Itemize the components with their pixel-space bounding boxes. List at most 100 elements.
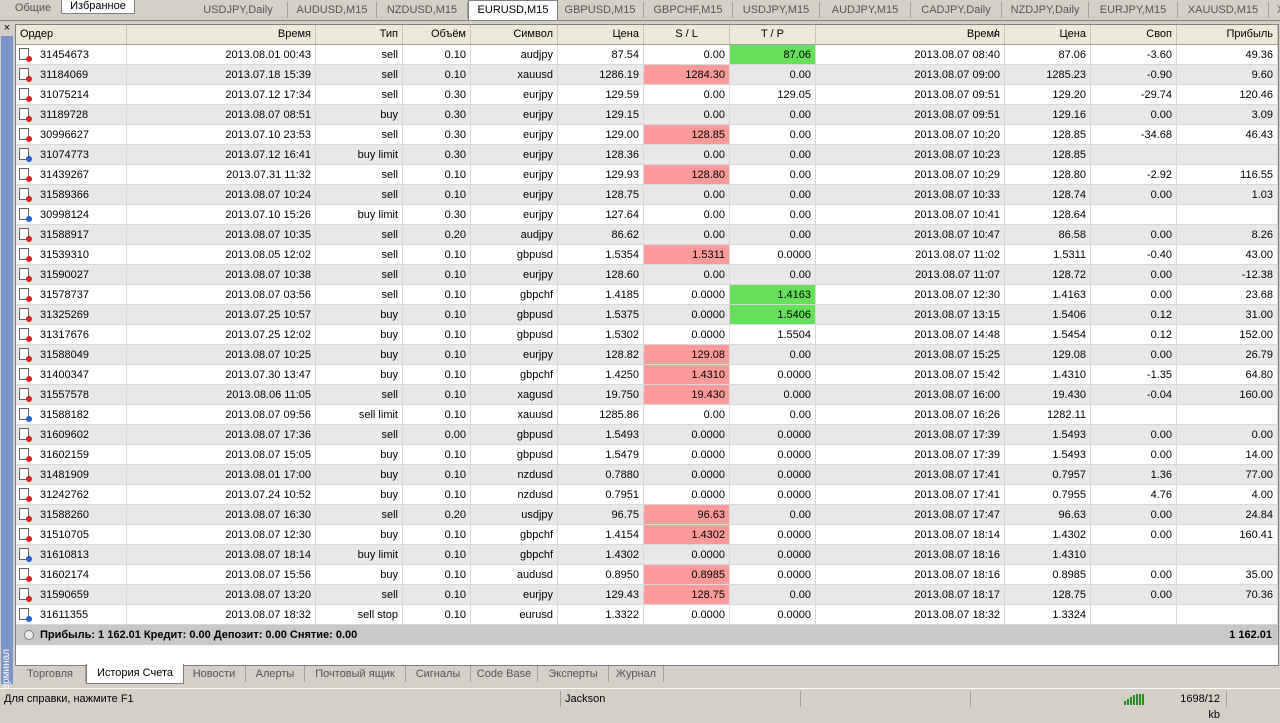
cell-type: buy bbox=[316, 485, 403, 505]
cell-tp: 0.00 bbox=[730, 265, 816, 285]
terminal-tab[interactable]: Code Base bbox=[471, 666, 538, 682]
chart-tab[interactable]: AUDUSD,M15 bbox=[288, 2, 377, 18]
table-row[interactable]: 31588917 2013.08.07 10:35 sell 0.20 audjpy 86… bbox=[16, 225, 1278, 245]
order-icon bbox=[19, 308, 32, 322]
table-row[interactable]: 31589366 2013.08.07 10:24 sell 0.10 eurjpy 12… bbox=[16, 185, 1278, 205]
chart-tab[interactable]: EURUSD,M15 bbox=[468, 0, 558, 20]
order-id: 31590659 bbox=[40, 589, 89, 601]
table-row[interactable]: 31602159 2013.08.07 15:05 buy 0.10 gbpusd 1.5… bbox=[16, 445, 1278, 465]
table-row[interactable]: 31610813 2013.08.07 18:14 buy limit 0.10 gbp… bbox=[16, 545, 1278, 565]
column-header[interactable]: Своп bbox=[1091, 25, 1177, 44]
cell-sl: 1284.30 bbox=[644, 65, 730, 85]
table-row[interactable]: 31557578 2013.08.06 11:05 sell 0.10 xagusd 19… bbox=[16, 385, 1278, 405]
table-row[interactable]: 31075214 2013.07.12 17:34 sell 0.30 eurjpy 12… bbox=[16, 85, 1278, 105]
chart-tab[interactable]: EURJPY,M15 bbox=[1089, 2, 1178, 18]
table-row[interactable]: 31590027 2013.08.07 10:38 sell 0.10 eurjpy 12… bbox=[16, 265, 1278, 285]
order-id: 31189728 bbox=[40, 109, 89, 121]
column-header[interactable]: Прибыль bbox=[1177, 25, 1278, 44]
terminal-tab[interactable]: Эксперты bbox=[538, 666, 609, 682]
column-header[interactable]: Цена bbox=[1005, 25, 1091, 44]
terminal-tab[interactable]: Почтовый ящик bbox=[305, 666, 406, 682]
order-icon bbox=[19, 408, 32, 422]
table-row[interactable]: 31454673 2013.08.01 00:43 sell 0.10 audjpy 87… bbox=[16, 45, 1278, 65]
column-header[interactable]: Время bbox=[127, 25, 316, 44]
cell-close-price: 1.5406 bbox=[1005, 305, 1091, 325]
cell-close-price: 87.06 bbox=[1005, 45, 1091, 65]
cell-swap: -0.40 bbox=[1091, 245, 1177, 265]
cell-swap: -34.68 bbox=[1091, 125, 1177, 145]
chart-tab[interactable]: CADJPY,Daily bbox=[911, 2, 1002, 18]
table-row[interactable]: 31590659 2013.08.07 13:20 sell 0.10 eurjpy 12… bbox=[16, 585, 1278, 605]
cell-open-time: 2013.08.07 13:20 bbox=[127, 585, 316, 605]
column-header[interactable]: S / L bbox=[644, 25, 730, 44]
column-header[interactable]: Цена bbox=[558, 25, 644, 44]
chart-tab[interactable]: USDJPY,Daily bbox=[189, 2, 288, 18]
table-row[interactable]: 30998124 2013.07.10 15:26 buy limit 0.30 eur… bbox=[16, 205, 1278, 225]
cell-symbol: eurjpy bbox=[471, 265, 558, 285]
table-row[interactable]: 31588049 2013.08.07 10:25 buy 0.10 eurjpy 128… bbox=[16, 345, 1278, 365]
terminal-tab[interactable]: История Счета bbox=[86, 664, 184, 684]
chart-tab[interactable]: NZDJPY,Daily bbox=[1002, 2, 1089, 18]
chart-tab[interactable]: GBPCHF,M15 bbox=[644, 2, 733, 18]
terminal-tab[interactable]: Торговля bbox=[15, 666, 86, 682]
table-row[interactable]: 31611355 2013.08.07 18:32 sell stop 0.10 eur… bbox=[16, 605, 1278, 625]
order-cell: 31588182 bbox=[16, 405, 127, 425]
cell-sl: 1.4302 bbox=[644, 525, 730, 545]
chart-tab[interactable]: X bbox=[1269, 2, 1280, 18]
table-row[interactable]: 31588260 2013.08.07 16:30 sell 0.20 usdjpy 96… bbox=[16, 505, 1278, 525]
table-row[interactable]: 31481909 2013.08.01 17:00 buy 0.10 nzdusd 0.7… bbox=[16, 465, 1278, 485]
cell-close-price: 128.85 bbox=[1005, 145, 1091, 165]
table-row[interactable]: 31189728 2013.08.07 08:51 buy 0.30 eurjpy 129… bbox=[16, 105, 1278, 125]
summary-icon bbox=[24, 630, 34, 640]
order-cell: 31317676 bbox=[16, 325, 127, 345]
terminal-tab[interactable]: Новости bbox=[183, 666, 246, 682]
cell-profit: 24.84 bbox=[1177, 505, 1278, 525]
table-row[interactable]: 31578737 2013.08.07 03:56 sell 0.10 gbpchf 1.… bbox=[16, 285, 1278, 305]
table-row[interactable]: 31588182 2013.08.07 09:56 sell limit 0.10 xa… bbox=[16, 405, 1278, 425]
order-id: 31557578 bbox=[40, 389, 89, 401]
cell-tp: 0.0000 bbox=[730, 245, 816, 265]
table-row[interactable]: 31602174 2013.08.07 15:56 buy 0.10 audusd 0.8… bbox=[16, 565, 1278, 585]
column-header[interactable]: Время bbox=[816, 25, 1005, 44]
terminal-tab[interactable]: Алерты bbox=[246, 666, 305, 682]
table-row[interactable]: 31439267 2013.07.31 11:32 sell 0.10 eurjpy 12… bbox=[16, 165, 1278, 185]
column-header[interactable]: Объём bbox=[403, 25, 471, 44]
tab-favorites[interactable]: Избранное bbox=[61, 0, 135, 14]
chart-tab[interactable]: AUDJPY,M15 bbox=[820, 2, 911, 18]
table-row[interactable]: 31510705 2013.08.07 12:30 buy 0.10 gbpchf 1.4… bbox=[16, 525, 1278, 545]
column-header[interactable]: Тип bbox=[316, 25, 403, 44]
table-row[interactable]: 31317676 2013.07.25 12:02 buy 0.10 gbpusd 1.5… bbox=[16, 325, 1278, 345]
cell-volume: 0.10 bbox=[403, 45, 471, 65]
cell-tp: 0.0000 bbox=[730, 465, 816, 485]
cell-tp: 0.0000 bbox=[730, 485, 816, 505]
close-icon[interactable]: × bbox=[3, 22, 11, 34]
cell-close-price: 0.8985 bbox=[1005, 565, 1091, 585]
table-row[interactable]: 31539310 2013.08.05 12:02 sell 0.10 gbpusd 1.… bbox=[16, 245, 1278, 265]
cell-sl: 0.00 bbox=[644, 405, 730, 425]
column-header[interactable]: T / P bbox=[730, 25, 816, 44]
order-cell: 31074773 bbox=[16, 145, 127, 165]
table-row[interactable]: 31242762 2013.07.24 10:52 buy 0.10 nzdusd 0.7… bbox=[16, 485, 1278, 505]
chart-tab[interactable]: XAUUSD,M15 bbox=[1178, 2, 1269, 18]
table-row[interactable]: 31184069 2013.07.18 15:39 sell 0.10 xauusd 12… bbox=[16, 65, 1278, 85]
table-row[interactable]: 31325269 2013.07.25 10:57 buy 0.10 gbpusd 1.5… bbox=[16, 305, 1278, 325]
column-header[interactable]: Ордер bbox=[16, 25, 127, 44]
table-row[interactable]: 31400347 2013.07.30 13:47 buy 0.10 gbpchf 1.4… bbox=[16, 365, 1278, 385]
table-row[interactable]: 31609602 2013.08.07 17:36 sell 0.00 gbpusd 1.… bbox=[16, 425, 1278, 445]
cell-sl: 0.0000 bbox=[644, 465, 730, 485]
cell-open-price: 1.3322 bbox=[558, 605, 644, 625]
table-row[interactable]: 31074773 2013.07.12 16:41 buy limit 0.30 eur… bbox=[16, 145, 1278, 165]
cell-profit: 64.80 bbox=[1177, 365, 1278, 385]
cell-swap: 0.12 bbox=[1091, 325, 1177, 345]
cell-volume: 0.10 bbox=[403, 345, 471, 365]
terminal-tab[interactable]: Журнал bbox=[609, 666, 664, 682]
terminal-tab[interactable]: Сигналы bbox=[406, 666, 471, 682]
cell-close-price: 129.20 bbox=[1005, 85, 1091, 105]
table-row[interactable]: 30996627 2013.07.10 23:53 sell 0.30 eurjpy 12… bbox=[16, 125, 1278, 145]
chart-tab[interactable]: NZDUSD,M15 bbox=[377, 2, 468, 18]
column-header[interactable]: Символ bbox=[471, 25, 558, 44]
tab-common[interactable]: Общие bbox=[14, 2, 52, 14]
chart-tab[interactable]: GBPUSD,M15 bbox=[557, 2, 644, 18]
cell-tp: 0.00 bbox=[730, 585, 816, 605]
chart-tab[interactable]: USDJPY,M15 bbox=[733, 2, 820, 18]
